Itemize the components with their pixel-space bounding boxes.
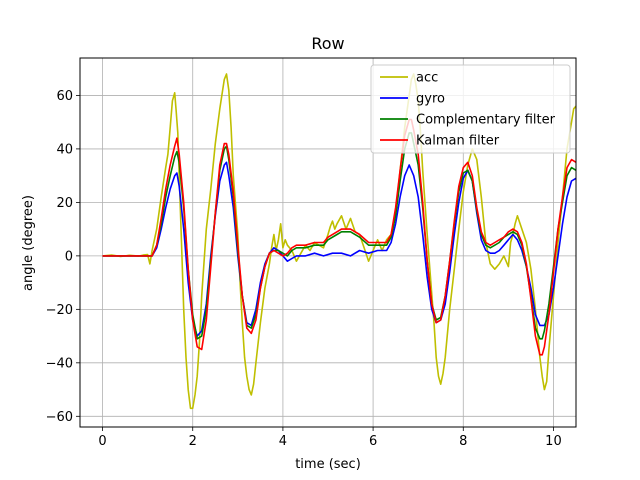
y-tick-label: −40 (46, 356, 73, 371)
legend-entry-label: gyro (416, 92, 445, 107)
chart-title: Row (311, 34, 344, 53)
x-tick-label: 0 (98, 434, 106, 449)
legend-entry-label: Complementary filter (416, 113, 556, 128)
x-tick-label: 8 (459, 434, 467, 449)
legend-entry-label: acc (416, 71, 438, 86)
x-tick-label: 2 (189, 434, 197, 449)
y-tick-label: 60 (56, 89, 73, 104)
y-tick-label: 40 (56, 142, 73, 157)
series-lines (102, 73, 576, 410)
x-tick-label: 4 (279, 434, 287, 449)
legend: acc gyro Complementary filter Kalman filter (370, 64, 571, 154)
y-tick-label: 0 (65, 249, 73, 264)
series-line-kalman-filter (102, 118, 576, 356)
x-tick-label: 6 (369, 434, 377, 449)
y-tick-label: −20 (46, 303, 73, 318)
axis-ticks: 0 2 4 6 8 10 −60 −40 −20 0 20 40 60 (46, 89, 562, 449)
y-axis-label: angle (degree) (21, 195, 36, 291)
x-axis-label: time (sec) (295, 457, 361, 472)
y-tick-label: −60 (46, 410, 73, 425)
plot-frame (79, 57, 577, 428)
legend-box (370, 64, 571, 154)
y-tick-label: 20 (56, 196, 73, 211)
x-tick-label: 10 (545, 434, 562, 449)
legend-entry-label: Kalman filter (416, 134, 500, 149)
